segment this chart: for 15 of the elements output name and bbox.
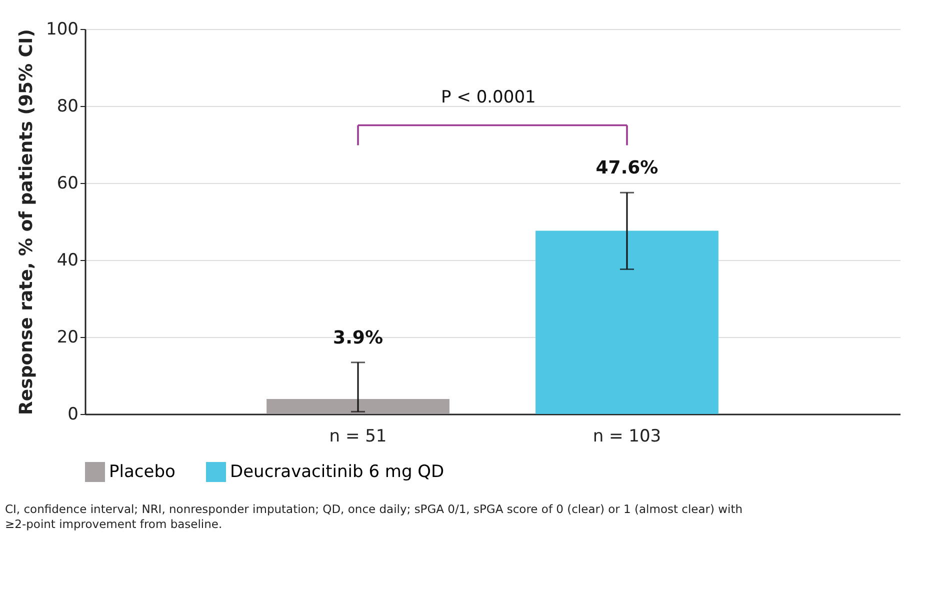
y-tick-label: 20 [56, 328, 78, 348]
legend-label: Placebo [109, 462, 176, 482]
text: CI, confidence interval; NRI, nonresponder imputation; QD, once daily; sPGA 0/1, sPGA score of 0 (clear) or 1 (almost clear) with ≥2-point improvement from baseline. [5, 502, 743, 531]
x-tick-label: n = 103 [592, 426, 662, 446]
y-tick-label: 40 [56, 250, 78, 270]
y-tick-label: 100 [46, 20, 78, 40]
x-tick-label: n = 51 [329, 426, 387, 446]
legend-label: Deucravacitinib 6 mg QD [230, 462, 444, 482]
y-axis-title: Response rate, % of patients (95% CI) [16, 29, 38, 415]
y-tick-label: 80 [56, 96, 78, 116]
y-tick-label: 0 [68, 404, 78, 424]
annotation: P < 0.0001 [441, 87, 536, 108]
data-label: 3.9% [333, 327, 383, 348]
y-tick-label: 60 [56, 174, 78, 194]
data-label: 47.6% [596, 158, 658, 179]
